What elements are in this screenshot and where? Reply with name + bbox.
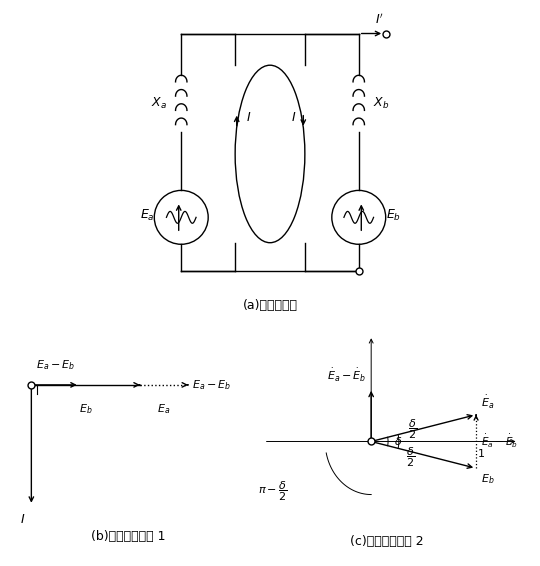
Text: $\dot{E}_a$: $\dot{E}_a$ [481,394,494,411]
Text: $E_a-E_b$: $E_a-E_b$ [36,358,75,372]
Text: $X_b$: $X_b$ [373,96,389,111]
Text: $\dfrac{\delta}{2}$: $\dfrac{\delta}{2}$ [408,417,417,441]
Text: $\dot{E}_a-\dot{E}_b$: $\dot{E}_a-\dot{E}_b$ [481,433,518,450]
Text: $I$: $I$ [291,111,296,124]
Text: (b)　ベクトル図 1: (b) ベクトル図 1 [91,530,165,543]
Text: $E_a$: $E_a$ [140,208,154,224]
Text: $E_b$: $E_b$ [79,402,92,415]
Text: $I$: $I$ [246,111,252,124]
Text: $\dfrac{\delta}{2}$: $\dfrac{\delta}{2}$ [407,445,416,469]
Text: $E_a-E_b$: $E_a-E_b$ [192,378,231,392]
Text: $X_a$: $X_a$ [151,96,167,111]
Text: $\pi-\dfrac{\delta}{2}$: $\pi-\dfrac{\delta}{2}$ [258,479,288,503]
Text: $E_a$: $E_a$ [157,402,171,415]
Text: 1: 1 [477,448,484,458]
Text: $E_b$: $E_b$ [481,472,494,486]
Text: $I$: $I$ [20,513,25,526]
Text: $I'$: $I'$ [375,12,383,27]
Text: (a)　並列回路: (a) 並列回路 [242,299,298,312]
Text: $\delta$: $\delta$ [394,435,402,448]
Text: $\dot{E}_a-\dot{E}_b$: $\dot{E}_a-\dot{E}_b$ [327,367,367,384]
Text: $E_b$: $E_b$ [386,208,401,224]
Text: (c)　ベクトル図 2: (c) ベクトル図 2 [350,535,423,548]
